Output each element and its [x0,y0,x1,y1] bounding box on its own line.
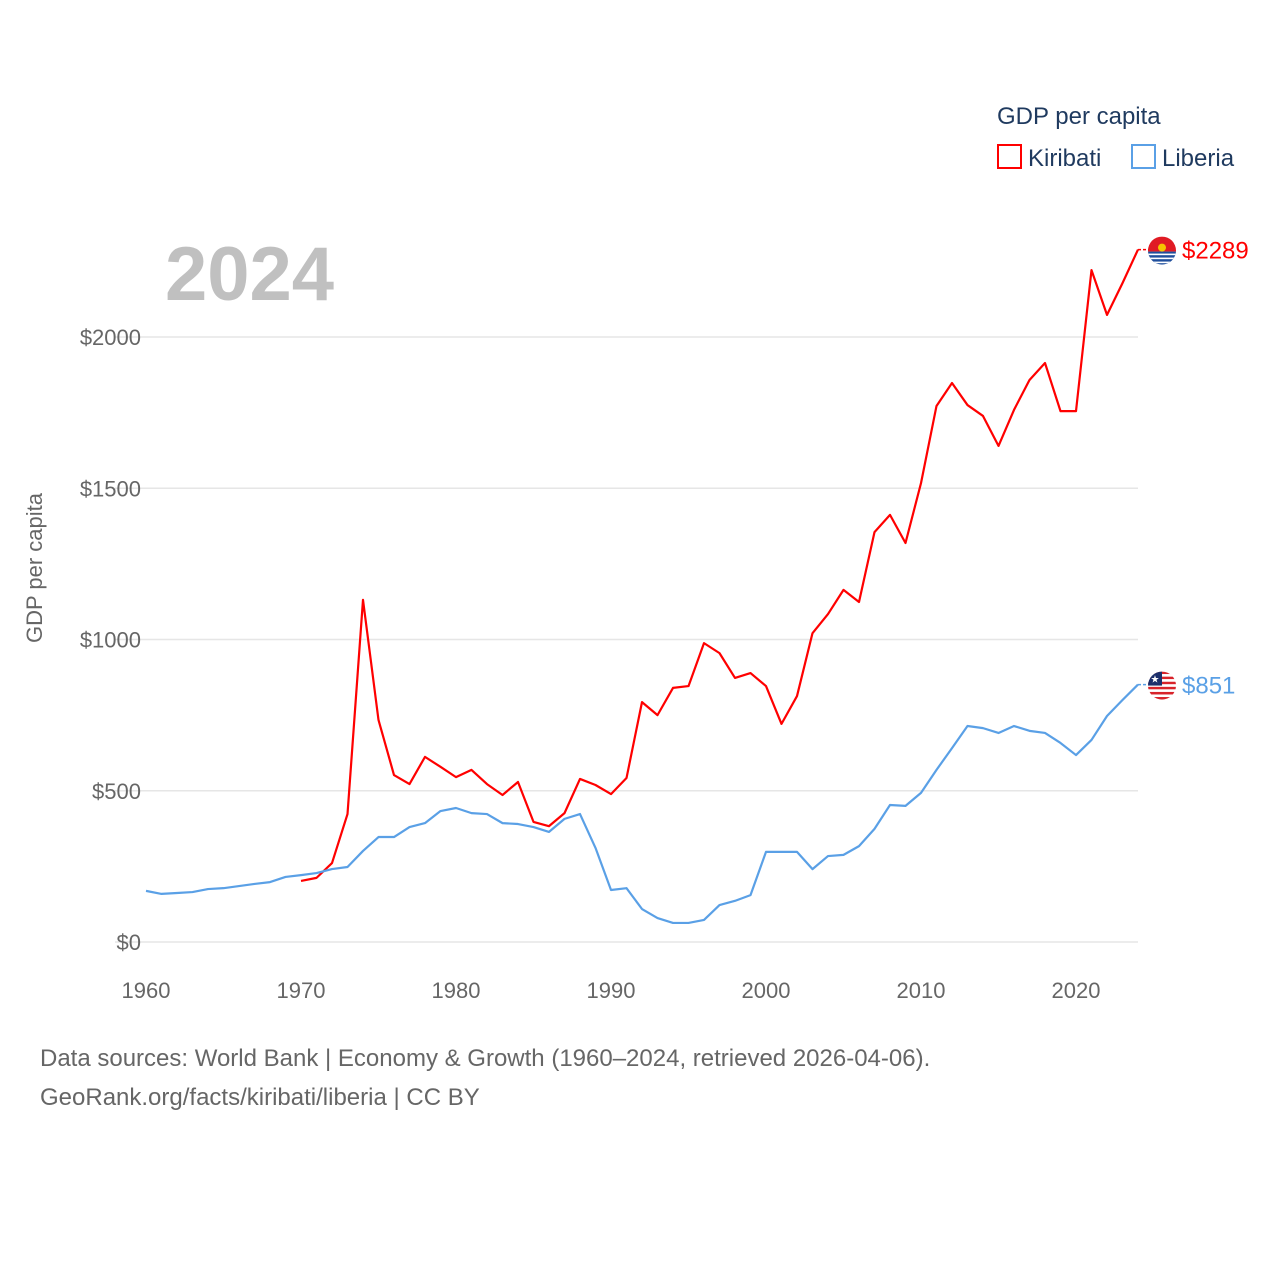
y-tick-label: $500 [92,779,141,804]
legend-title: GDP per capita [997,103,1161,130]
footer-link[interactable]: GeoRank.org/facts/kiribati/liberia | CC … [40,1084,480,1111]
x-tick-label: 1980 [432,978,481,1003]
y-tick-label: $1500 [80,476,141,501]
footer-sources: Data sources: World Bank | Economy & Gro… [40,1045,931,1072]
end-value-label-liberia: $851 [1182,673,1235,700]
series-line-liberia [145,683,1139,925]
kiribati-flag-icon [1148,236,1176,265]
y-tick-label: $2000 [80,325,141,350]
liberia-flag-icon: ★ [1148,671,1176,700]
x-tick-label: 2010 [897,978,946,1003]
legend-label-kiribati[interactable]: Kiribati [1028,145,1101,172]
y-axis-label: GDP per capita [22,492,47,643]
x-tick-label: 1990 [587,978,636,1003]
y-tick-label: $0 [117,930,141,955]
end-value-label-kiribati: $2289 [1182,238,1249,265]
x-tick-label: 2020 [1052,978,1101,1003]
legend-label-liberia[interactable]: Liberia [1162,145,1235,172]
x-tick-label: 1970 [277,978,326,1003]
x-tick-label: 1960 [122,978,171,1003]
series-line-kiribati [300,249,1139,882]
year-watermark: 2024 [165,232,334,317]
x-tick-label: 2000 [742,978,791,1003]
svg-text:★: ★ [1151,675,1160,686]
legend-swatch-liberia [1131,144,1156,169]
y-tick-label: $1000 [80,628,141,653]
legend-swatch-kiribati [997,144,1022,169]
